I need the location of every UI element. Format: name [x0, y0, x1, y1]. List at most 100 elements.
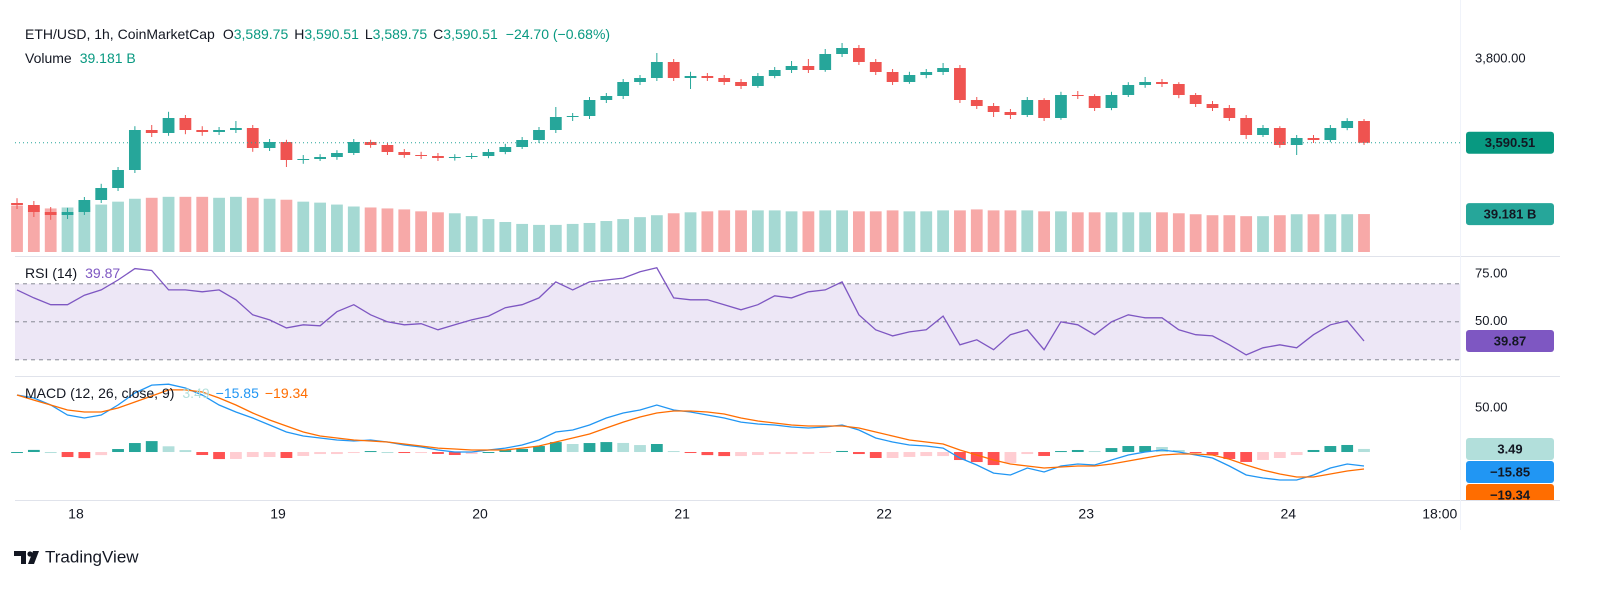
candle-body: [937, 68, 949, 72]
histogram-bar: [179, 450, 192, 453]
histogram-bar: [516, 448, 529, 453]
histogram-bar: [1257, 452, 1269, 460]
histogram-bar: [347, 452, 360, 454]
volume-bar: [970, 209, 983, 252]
volume-bar: [987, 210, 1000, 252]
volume-bar: [1358, 214, 1370, 252]
candle-body: [836, 48, 848, 54]
volume-bar: [465, 216, 478, 252]
volume-bar: [920, 211, 933, 252]
histogram-bar: [1206, 452, 1219, 456]
volume-bar: [836, 210, 848, 252]
histogram-bar: [11, 452, 23, 454]
candle-body: [600, 96, 613, 100]
volume-bar: [213, 197, 225, 252]
x-tick-label: 23: [1078, 506, 1094, 522]
macd-tag-bg: [1466, 437, 1554, 460]
candle-body: [886, 72, 899, 82]
candle-body: [1206, 104, 1219, 108]
histogram-bar: [432, 452, 444, 454]
macd-tag: −19.34: [1490, 487, 1531, 502]
histogram-bar: [364, 451, 377, 453]
histogram-bar: [684, 452, 697, 454]
histogram-bar: [27, 449, 40, 453]
candle-body: [684, 76, 697, 78]
volume-bar: [1257, 216, 1269, 252]
histogram-bar: [1324, 446, 1337, 453]
volume-bar: [634, 217, 646, 252]
candle-body: [819, 54, 832, 70]
rsi-legend: RSI (14) 39.87: [25, 265, 120, 281]
volume-bar: [853, 211, 865, 252]
rsi-name: RSI (14): [25, 265, 77, 281]
histogram-bar: [1290, 452, 1303, 456]
macd-tag-bg: [1466, 483, 1554, 500]
histogram-bar: [937, 452, 949, 457]
volume-bar: [1088, 212, 1101, 252]
candle-body: [516, 140, 529, 147]
volume-bar: [196, 196, 209, 252]
ohlc-key: L: [365, 26, 373, 42]
histogram-bar: [415, 452, 428, 454]
volume-bar: [1172, 213, 1185, 252]
candle-body: [162, 118, 175, 133]
candle-body: [533, 130, 545, 140]
candle-body: [61, 212, 74, 215]
candle-body: [381, 145, 394, 152]
histogram-bar: [61, 452, 74, 458]
candle-body: [230, 128, 242, 130]
volume-bar: [448, 213, 461, 252]
candle-body: [920, 72, 933, 75]
candle-body: [617, 82, 630, 96]
brand-logo: TradingView: [14, 547, 139, 566]
volume-tag: 39.181 B: [1484, 207, 1537, 222]
volume-bar: [684, 212, 697, 252]
volume-bar: [1206, 215, 1219, 252]
x-tick-label: 19: [270, 506, 286, 522]
histogram-bar: [566, 444, 579, 453]
candle-body: [314, 157, 326, 159]
candle-body: [499, 147, 512, 152]
candle-body: [1257, 128, 1269, 135]
histogram-bar: [1172, 449, 1185, 453]
histogram-bar: [145, 441, 158, 453]
histogram-bar: [230, 452, 242, 459]
volume-bar: [1273, 215, 1286, 252]
volume-bar: [1240, 216, 1253, 252]
histogram-bar: [853, 452, 865, 455]
volume-bar: [1324, 214, 1337, 252]
histogram-bar: [499, 450, 512, 453]
histogram-bar: [1038, 452, 1051, 456]
volume-bar: [280, 199, 293, 252]
volume-bar: [246, 197, 259, 252]
histogram-bar: [1189, 452, 1202, 454]
histogram-bar: [785, 452, 798, 455]
candle-body: [853, 48, 865, 62]
candle-body: [1139, 82, 1152, 85]
macd-tag-bg: [1466, 460, 1554, 483]
volume-bar: [297, 201, 310, 252]
candle-body: [1324, 128, 1337, 140]
candle-body: [179, 118, 192, 130]
candle-body: [196, 130, 209, 132]
histogram-bar: [549, 442, 562, 453]
histogram-bar: [1139, 446, 1152, 453]
volume-bar: [331, 204, 343, 252]
volume-bar: [1105, 212, 1118, 252]
macd-line: [16, 383, 1365, 481]
volume-bar: [179, 196, 192, 252]
histogram-bar: [701, 452, 714, 456]
volume-bar: [1223, 215, 1236, 252]
volume-bar: [415, 211, 428, 252]
candle-body: [1122, 85, 1135, 95]
volume-bar: [650, 215, 663, 252]
histogram-bar: [1071, 449, 1084, 453]
candle-body: [364, 142, 377, 145]
histogram-bar: [583, 443, 596, 453]
volume-bar: [1004, 210, 1017, 252]
volume-bar: [432, 212, 444, 252]
histogram-bar: [44, 452, 57, 454]
histogram-bar: [465, 452, 478, 455]
volume-bar: [617, 219, 630, 252]
